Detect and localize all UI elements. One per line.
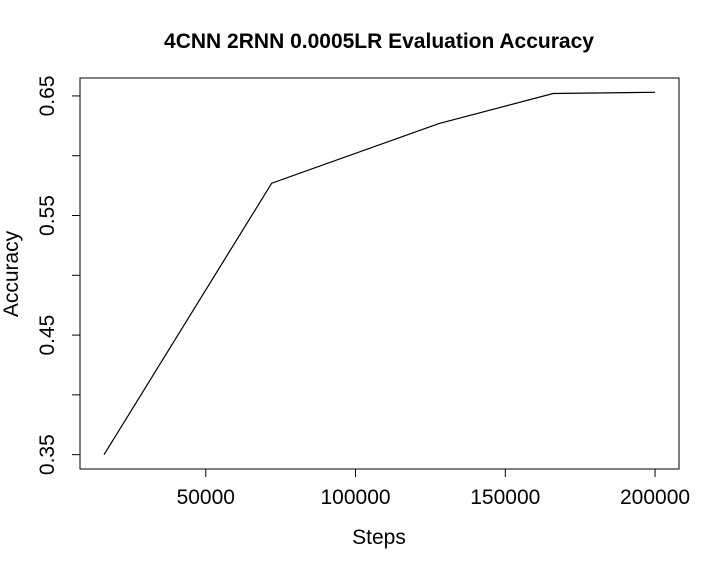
x-tick-label: 200000: [620, 486, 690, 509]
x-tick-label: 50000: [177, 486, 235, 509]
x-tick-label: 100000: [321, 486, 391, 509]
x-tick-label: 150000: [470, 486, 540, 509]
y-tick-label: 0.45: [36, 315, 59, 356]
chart-title: 4CNN 2RNN 0.0005LR Evaluation Accuracy: [164, 30, 594, 53]
series-line: [103, 91, 656, 456]
y-axis: 0.35 0.45 0.55 0.65: [36, 75, 81, 475]
y-axis-label: Accuracy: [0, 230, 23, 317]
series-layer: [103, 91, 656, 456]
y-tick-label: 0.55: [36, 195, 59, 236]
x-axis-label: Steps: [352, 526, 406, 549]
y-tick-label: 0.35: [36, 434, 59, 475]
plot-area: [79, 77, 680, 470]
y-tick-label: 0.65: [36, 75, 59, 116]
x-axis: 50000 100000 150000 200000: [177, 468, 690, 509]
